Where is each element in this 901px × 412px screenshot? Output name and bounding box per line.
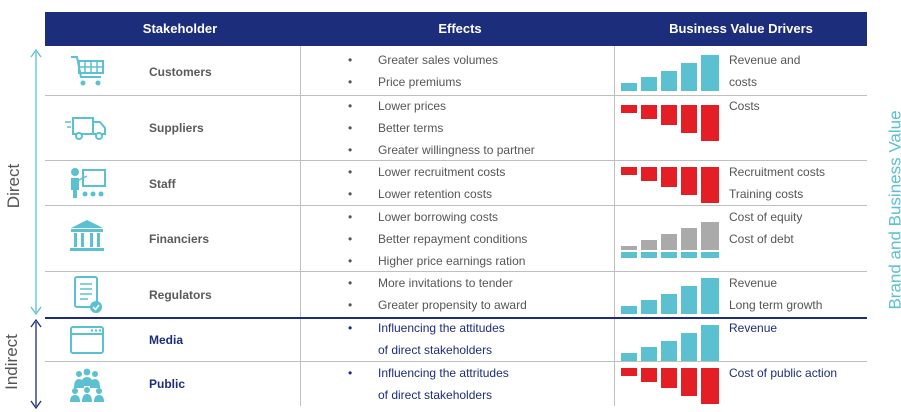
effect-item: • Lower retention costs xyxy=(348,187,493,201)
column-divider xyxy=(300,46,301,406)
effect-item: • Better repayment conditions xyxy=(348,232,528,246)
row-separator xyxy=(45,361,867,362)
effect-item: • Greater propensity to award xyxy=(348,298,527,312)
brand-value-label: Brand and Business Value xyxy=(885,110,901,310)
effects-list: • Influencing the attitudes of direct sta… xyxy=(345,317,505,361)
stakeholder-name-media: Media xyxy=(149,333,184,347)
value-chart xyxy=(621,105,719,141)
direct-label: Direct xyxy=(4,163,24,209)
drivers-list: Cost of public action xyxy=(729,362,837,384)
effect-item: • Higher price earnings ration xyxy=(348,254,526,268)
column-divider xyxy=(614,46,615,406)
table-row: Media • Influencing the attitudes of dire… xyxy=(45,319,867,361)
table-row: Regulators • More invitations to tender •… xyxy=(45,272,867,317)
row-separator xyxy=(45,95,867,96)
drivers-list: Revenue Long term growth xyxy=(729,272,822,316)
header-effects: Effects xyxy=(438,21,482,36)
effects-list: • Influencing the attritudes of direct st… xyxy=(345,362,509,406)
driver-item: Recruitment costs xyxy=(729,165,826,179)
effect-item: • Lower borrowing costs xyxy=(348,210,499,224)
row-separator xyxy=(45,160,867,161)
driver-item: Cost of debt xyxy=(729,232,794,246)
effect-item: • Better terms xyxy=(348,121,444,135)
drivers-list: Revenue xyxy=(729,317,777,339)
table-row: Financiers • Lower borrowing costs • Bette… xyxy=(45,206,867,271)
driver-item: Training costs xyxy=(729,187,804,201)
value-chart xyxy=(621,167,719,203)
indirect-arrow xyxy=(30,318,42,410)
drivers-list: Cost of equity Cost of debt xyxy=(729,206,802,250)
row-separator xyxy=(45,271,867,272)
browser-window-icon xyxy=(70,326,104,354)
direct-arrow xyxy=(30,48,42,316)
effects-list: • Lower prices • Better terms • Greater wil… xyxy=(345,95,535,161)
table-header: Stakeholder Effects Business Value Drive… xyxy=(45,12,867,46)
driver-item: Revenue and xyxy=(729,53,801,67)
value-chart xyxy=(621,55,719,91)
driver-item: Costs xyxy=(729,99,760,113)
driver-item: Long term growth xyxy=(729,298,823,312)
effect-item: • More invitations to tender xyxy=(348,276,513,290)
effect-item: • Lower recruitment costs xyxy=(348,165,506,179)
bank-icon xyxy=(70,220,104,251)
driver-item: Revenue xyxy=(729,276,778,290)
stakeholder-name-public: Public xyxy=(149,377,186,391)
stakeholder-name-financiers: Financiers xyxy=(149,232,210,246)
effects-list: • More invitations to tender • Greater pro… xyxy=(345,272,527,316)
driver-item: Revenue xyxy=(729,321,778,335)
drivers-list: Recruitment costs Training costs xyxy=(729,161,825,205)
table-row: Staff • Lower recruitment costs • Lower re… xyxy=(45,161,867,205)
value-chart xyxy=(621,368,719,404)
effect-item: • Greater sales volumes xyxy=(348,53,499,67)
crowd-icon xyxy=(70,368,104,402)
driver-item: Cost of equity xyxy=(729,210,803,224)
stakeholder-name-regulators: Regulators xyxy=(149,288,212,302)
value-chart xyxy=(621,278,719,314)
effect-item: • Lower prices xyxy=(348,99,447,113)
stakeholder-name-suppliers: Suppliers xyxy=(149,121,204,135)
effect-item: of direct stakeholders xyxy=(378,388,493,402)
table-row: Customers • Greater sales volumes • Price … xyxy=(45,47,867,95)
value-chart xyxy=(621,325,719,361)
effect-item: • Price premiums xyxy=(348,75,462,89)
shopping-cart-icon xyxy=(71,56,104,86)
row-separator xyxy=(45,205,867,206)
effect-item: • Influencing the attritudes xyxy=(348,366,509,380)
presenter-icon xyxy=(71,168,106,198)
stakeholder-name-staff: Staff xyxy=(149,177,176,191)
effect-item: of direct stakeholders xyxy=(378,343,493,357)
effect-item: • Greater willingness to partner xyxy=(348,143,535,157)
document-check-icon xyxy=(74,276,102,313)
effects-list: • Lower borrowing costs • Better repayment… xyxy=(345,206,527,272)
indirect-label: Indirect xyxy=(1,334,21,390)
drivers-list: Costs xyxy=(729,95,760,117)
driver-item: Cost of public action xyxy=(729,366,838,380)
header-drivers: Business Value Drivers xyxy=(669,21,813,36)
header-stakeholder: Stakeholder xyxy=(142,21,218,36)
value-chart xyxy=(621,222,719,258)
effects-list: • Greater sales volumes • Price premiums xyxy=(345,49,498,93)
delivery-truck-icon xyxy=(65,117,106,140)
driver-item: costs xyxy=(729,75,758,89)
effect-item: • Influencing the attitudes xyxy=(348,321,505,335)
table-row: Public • Influencing the attritudes of di… xyxy=(45,362,867,408)
drivers-list: Revenue and costs xyxy=(729,49,800,93)
stakeholder-name-customers: Customers xyxy=(149,65,212,79)
effects-list: • Lower recruitment costs • Lower retentio… xyxy=(345,161,505,205)
table-row: Suppliers • Lower prices • Better terms • G… xyxy=(45,96,867,160)
direct-indirect-separator xyxy=(45,317,867,319)
